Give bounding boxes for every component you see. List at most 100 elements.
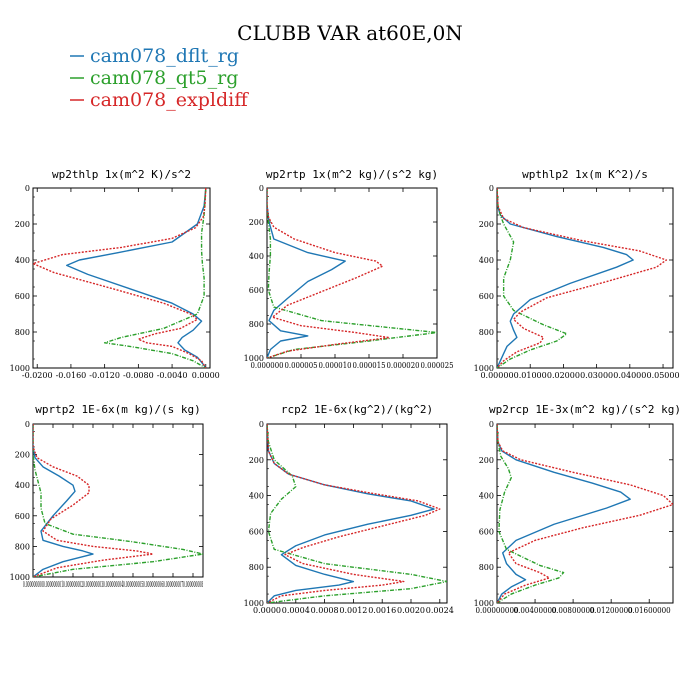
legend-label-qt5: cam078_qt5_rg (90, 67, 238, 89)
chart-panel-2: wp2rtp 1x(m^2 kg)/(s^2 kg)0 200 400 600 800 1… (244, 168, 454, 370)
chart-panel-4: wprtp2 1E-6x(m kg)/(s kg) 0 200 400 600 800 10… (10, 403, 204, 589)
x-tick-label: 0.0016 (368, 606, 396, 615)
y-tick-label: 200 (15, 451, 30, 460)
x-tick-label: 0.04000 (613, 371, 646, 380)
series-line-expl (267, 188, 391, 358)
x-tick-label: 0.00400000 (514, 606, 557, 615)
x-tick-label: 0.000000003 (83, 580, 103, 589)
series-line-dflt (267, 188, 346, 358)
x-tick-label: 0.00800000 (552, 606, 595, 615)
y-tick-label: 200 (479, 456, 494, 465)
series-line-qt5 (33, 424, 203, 577)
y-tick-label: 1000 (474, 364, 494, 373)
y-tick-label: 1000 (244, 354, 264, 363)
page-title: CLUBB VAR at60E,0N (237, 21, 463, 45)
x-tick-label: 0.00000 (480, 371, 513, 380)
series-line-expl (267, 424, 441, 603)
x-tick-label: 0.0004 (282, 606, 310, 615)
y-tick-label: 400 (15, 481, 30, 490)
x-tick-label: 0.000000005 (123, 580, 143, 589)
y-tick-label: 400 (479, 492, 494, 501)
panel-title: wp2rtp 1x(m^2 kg)/(s^2 kg) (266, 168, 438, 181)
y-tick-label: 800 (15, 542, 30, 551)
plot-frame (266, 423, 448, 604)
chart-panel-3: wpthlp2 1x(m K^2)/s 0 200 400 600 800 10000.00… (474, 168, 680, 380)
x-tick-label: 0.0020 (397, 606, 425, 615)
x-tick-label: 0.01600000 (628, 606, 671, 615)
panel-title: wp2rcp 1E-3x(m^2 kg)/(s^2 kg) (489, 403, 681, 416)
x-tick-label: 0.00000000 (476, 606, 519, 615)
chart-panel-6: wp2rcp 1E-3x(m^2 kg)/(s^2 kg) 0 200 400 600 8… (474, 403, 681, 615)
plot-frame (266, 187, 438, 359)
x-tick-label: 0.000015 (353, 361, 386, 370)
x-tick-label: 0.000005 (285, 361, 318, 370)
y-tick-label: 0 (259, 184, 264, 193)
x-tick-label: 0.01200000 (590, 606, 633, 615)
series-line-dflt (267, 424, 435, 603)
x-tick-label: 0.0008 (311, 606, 339, 615)
x-tick-label: 0.0012 (339, 606, 367, 615)
y-tick-label: 600 (249, 286, 264, 295)
chart-panel-1: wp2thlp 1x(m^2 K)/s^202004006008001000-0… (10, 168, 220, 380)
x-tick-label: 0.01000 (514, 371, 547, 380)
x-tick-label: 0.000000002 (63, 580, 83, 589)
plot-frame (32, 423, 204, 578)
y-tick-label: 1000 (474, 599, 494, 608)
series-line-expl (33, 424, 154, 577)
x-tick-label: 0.000000008 (183, 580, 203, 589)
x-tick-label: -0.0040 (157, 371, 188, 380)
y-tick-label: 1000 (10, 364, 30, 373)
series-line-qt5 (497, 424, 565, 603)
x-tick-label: -0.0200 (22, 371, 53, 380)
series-line-dflt (497, 188, 634, 368)
x-tick-label: 0.000000006 (143, 580, 163, 589)
series-line-expl (33, 188, 207, 368)
panel-title: wpthlp2 1x(m K^2)/s (522, 168, 648, 181)
y-tick-label: 200 (479, 220, 494, 229)
series-line-qt5 (267, 424, 447, 603)
y-tick-label: 800 (479, 328, 494, 337)
y-tick-label: 800 (249, 563, 264, 572)
y-tick-label: 0 (259, 420, 264, 429)
y-tick-label: 400 (249, 252, 264, 261)
x-tick-label: 0.0024 (426, 606, 454, 615)
y-tick-label: 0 (25, 184, 30, 193)
x-tick-label: 0.000000000 (23, 580, 43, 589)
y-tick-label: 600 (479, 292, 494, 301)
y-tick-label: 200 (249, 218, 264, 227)
plot-frame (496, 423, 674, 604)
y-tick-label: 400 (249, 492, 264, 501)
y-tick-label: 0 (489, 184, 494, 193)
legend-label-dflt: cam078_dflt_rg (90, 45, 239, 67)
series-line-qt5 (103, 188, 207, 368)
x-tick-label: 0.05000 (646, 371, 679, 380)
legend-label-expl: cam078_expldiff (90, 89, 249, 111)
y-tick-label: 600 (15, 292, 30, 301)
y-tick-label: 600 (249, 527, 264, 536)
y-tick-label: 0 (25, 420, 30, 429)
y-tick-label: 800 (249, 320, 264, 329)
x-tick-label: -0.0160 (56, 371, 87, 380)
plot-frame (32, 187, 211, 369)
panel-title: wprtp2 1E-6x(m kg)/(s kg) (35, 403, 201, 416)
x-tick-label: 0.000025 (421, 361, 454, 370)
series-line-expl (497, 424, 673, 603)
series-line-expl (497, 188, 668, 368)
x-tick-label: -0.0120 (89, 371, 120, 380)
y-tick-label: 800 (15, 328, 30, 337)
y-tick-label: 400 (479, 256, 494, 265)
y-tick-label: 1000 (10, 573, 30, 582)
x-tick-label: 0.000010 (319, 361, 352, 370)
series-line-dflt (33, 424, 94, 577)
x-tick-label: -0.0080 (123, 371, 154, 380)
chart-grid: wp2thlp 1x(m^2 K)/s^202004006008001000-0… (10, 168, 681, 615)
series-line-dflt (66, 188, 207, 368)
y-tick-label: 0 (489, 420, 494, 429)
series-line-qt5 (497, 188, 568, 368)
y-tick-label: 800 (479, 563, 494, 572)
x-tick-label: 0.000000004 (103, 580, 123, 589)
y-tick-label: 400 (15, 256, 30, 265)
y-tick-label: 600 (15, 512, 30, 521)
chart-panel-5: rcp2 1E-6x(kg^2)/(kg^2) 0 200 400 600 800 1000… (244, 403, 454, 615)
